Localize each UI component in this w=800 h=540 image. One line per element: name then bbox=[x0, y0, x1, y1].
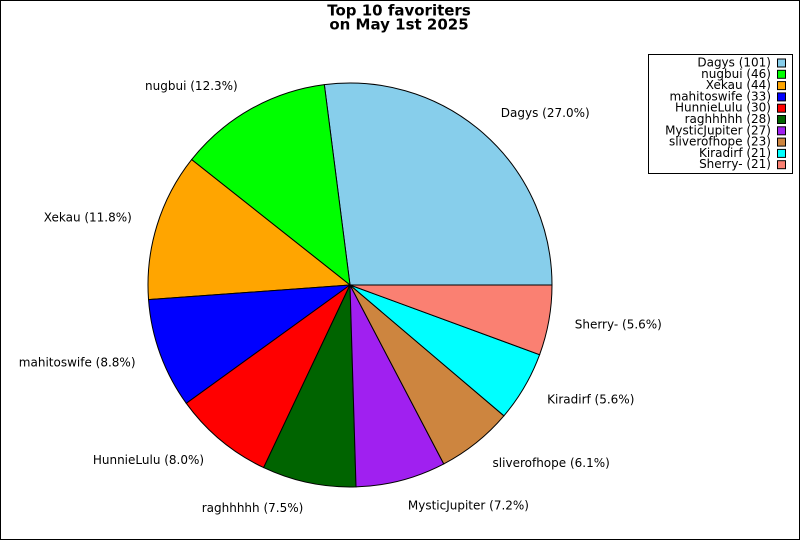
legend-label: Kiradirf (21) bbox=[699, 146, 771, 160]
legend-label: Xekau (44) bbox=[706, 78, 771, 92]
legend-label: HunnieLulu (30) bbox=[675, 101, 771, 115]
slice-label: Xekau (11.8%) bbox=[44, 210, 132, 224]
pie-slice bbox=[147, 158, 352, 301]
chart-title: on May 1st 2025 bbox=[329, 16, 468, 34]
legend-swatch bbox=[777, 148, 786, 158]
legend-label: Sherry- (21) bbox=[699, 157, 771, 171]
legend-box bbox=[648, 54, 793, 174]
pie-slice bbox=[147, 284, 352, 405]
legend-label: Dagys (101) bbox=[697, 56, 771, 70]
legend-swatch bbox=[777, 126, 786, 136]
slice-label: Sherry- (5.6%) bbox=[575, 317, 662, 331]
legend-swatch bbox=[777, 103, 786, 113]
legend-swatch bbox=[777, 58, 786, 68]
legend-label: MysticJupiter (27) bbox=[665, 123, 771, 137]
legend-label: sliverofhope (23) bbox=[669, 135, 771, 149]
legend-swatch bbox=[777, 69, 786, 79]
pie-slice bbox=[185, 284, 351, 469]
legend-label: mahitoswife (33) bbox=[670, 89, 771, 103]
pie-slice bbox=[349, 284, 553, 356]
legend-swatch bbox=[777, 160, 786, 170]
slice-label: nugbui (12.3%) bbox=[145, 79, 238, 93]
pie-slice bbox=[190, 84, 351, 287]
pie-slice bbox=[262, 284, 357, 488]
slice-label: Kiradirf (5.6%) bbox=[547, 393, 634, 407]
legend-label: nugbui (46) bbox=[701, 67, 771, 81]
slice-label: sliverofhope (6.1%) bbox=[493, 456, 610, 470]
legend-swatch bbox=[777, 92, 786, 102]
slice-label: raghhhhh (7.5%) bbox=[202, 501, 304, 515]
slice-label: mahitoswife (8.8%) bbox=[19, 356, 136, 370]
legend-swatch bbox=[777, 115, 786, 124]
legend-label: raghhhhh (28) bbox=[685, 112, 771, 126]
pie-slice bbox=[323, 82, 553, 286]
chart-title: Top 10 favoriters bbox=[327, 2, 471, 20]
slice-label: HunnieLulu (8.0%) bbox=[93, 453, 204, 467]
slice-label: MysticJupiter (7.2%) bbox=[408, 498, 529, 512]
legend-swatch bbox=[777, 137, 786, 147]
legend-swatch bbox=[777, 81, 786, 91]
slice-label: Dagys (27.0%) bbox=[501, 106, 590, 120]
